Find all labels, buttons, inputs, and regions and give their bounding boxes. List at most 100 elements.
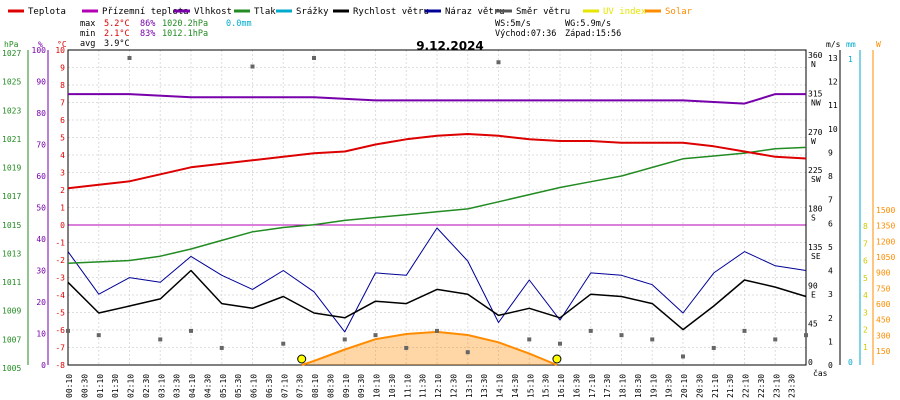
tick-label-x: 11:30 bbox=[419, 374, 428, 398]
tick-label-degc: -5 bbox=[55, 309, 65, 318]
series-wind-dir-point bbox=[527, 337, 532, 342]
tick-label-cardinal: E bbox=[811, 290, 816, 299]
tick-label-uv: 7 bbox=[863, 239, 868, 248]
legend-label: Přízemní teplota bbox=[102, 7, 189, 17]
tick-label-uv: 2 bbox=[863, 326, 868, 335]
tick-label-dir: 45 bbox=[808, 320, 818, 329]
tick-label-w: 450 bbox=[876, 316, 891, 325]
tick-label-ms: 13 bbox=[828, 54, 838, 63]
tick-label-hpa: 1007 bbox=[2, 335, 21, 344]
tick-label-x: 06:10 bbox=[250, 374, 259, 398]
tick-label-degc: 3 bbox=[60, 169, 65, 178]
stat-max-rain: 0.0mm bbox=[226, 19, 252, 29]
tick-label-degc: -3 bbox=[55, 274, 65, 283]
tick-label-uv: 1 bbox=[863, 343, 868, 352]
tick-label-x: 06:30 bbox=[265, 374, 274, 398]
tick-label-x: 10:30 bbox=[388, 374, 397, 398]
stat-sunset: Západ:15:56 bbox=[565, 29, 621, 39]
tick-label-dir: 90 bbox=[808, 281, 818, 290]
tick-label-ms: 5 bbox=[828, 243, 833, 252]
tick-label-x: 17:30 bbox=[603, 374, 612, 398]
tick-label-x: 03:30 bbox=[173, 374, 182, 398]
tick-label-ms: 3 bbox=[828, 290, 833, 299]
tick-label-w: 1050 bbox=[876, 253, 895, 262]
tick-label-ms: 7 bbox=[828, 196, 833, 205]
series-wind-dir-point bbox=[558, 341, 562, 346]
tick-label-cardinal: NW bbox=[811, 98, 821, 107]
series-wind-dir-point bbox=[96, 333, 101, 338]
tick-label-x: 00:10 bbox=[65, 374, 74, 398]
tick-label-w: 1200 bbox=[876, 237, 895, 246]
tick-label-degc: -4 bbox=[55, 291, 65, 300]
tick-label-pct: 0 bbox=[41, 361, 46, 370]
tick-label-x: 11:10 bbox=[403, 374, 412, 398]
tick-label-uv: 4 bbox=[863, 291, 868, 300]
tick-label-degc: 10 bbox=[55, 46, 65, 55]
tick-label-pct: 40 bbox=[36, 235, 46, 244]
series-wind-dir-point bbox=[465, 350, 470, 355]
legend-item: Rychlost větru bbox=[333, 7, 429, 17]
stat-min-temp: 2.1°C bbox=[104, 29, 130, 39]
tick-label-x: 02:10 bbox=[127, 374, 136, 398]
tick-label-dir: 225 bbox=[808, 166, 823, 175]
tick-label-x: 16:30 bbox=[572, 374, 581, 398]
series-wind-dir-point bbox=[312, 56, 316, 60]
tick-label-ms: 8 bbox=[828, 172, 833, 181]
tick-label-ms: 2 bbox=[828, 314, 833, 323]
tick-label-pct: 50 bbox=[36, 204, 46, 213]
tick-label-hpa: 1013 bbox=[2, 249, 21, 258]
stat-wg: WG:5.9m/s bbox=[565, 19, 611, 29]
tick-label-x: 02:30 bbox=[142, 374, 151, 398]
stat-avg-label: avg bbox=[80, 39, 95, 49]
tick-label-ms: 4 bbox=[828, 267, 833, 276]
tick-label-x: 04:10 bbox=[188, 374, 197, 398]
series-pressure-line bbox=[67, 146, 807, 265]
tick-label-degc: 0 bbox=[60, 221, 65, 230]
tick-label-w: 600 bbox=[876, 300, 891, 309]
tick-label-x: 03:10 bbox=[157, 374, 166, 398]
stat-max-press: 1020.2hPa bbox=[162, 19, 208, 29]
tick-label-pct: 30 bbox=[36, 267, 46, 276]
tick-label-uv: 6 bbox=[863, 257, 868, 266]
legend-label: Rychlost větru bbox=[353, 7, 429, 17]
legend-item: UV index bbox=[583, 7, 647, 17]
tick-label-x: 07:10 bbox=[280, 374, 289, 398]
tick-label-dir: 360 bbox=[808, 51, 823, 60]
legend-label: UV index bbox=[603, 7, 647, 17]
series-wind-dir-point bbox=[158, 337, 163, 342]
series-wind-line bbox=[67, 269, 807, 331]
legend-label: Náraz větru bbox=[445, 7, 505, 17]
tick-label-x: 21:30 bbox=[726, 374, 735, 398]
legend-item: Teplota bbox=[8, 7, 66, 17]
legend-item: Vlhkost bbox=[174, 7, 232, 17]
legend-item: Přízemní teplota bbox=[82, 7, 189, 17]
tick-label-x: 20:10 bbox=[680, 374, 689, 398]
series-wind-dir-point bbox=[435, 328, 439, 333]
tick-label-x: 04:30 bbox=[203, 374, 212, 398]
tick-label-x: 07:30 bbox=[296, 374, 305, 398]
stat-min-press: 1012.1hPa bbox=[162, 29, 208, 39]
tick-label-x: 19:10 bbox=[649, 374, 658, 398]
sun-marker bbox=[297, 354, 307, 364]
tick-label-x: 22:30 bbox=[757, 374, 766, 398]
sun-marker bbox=[552, 354, 562, 364]
series-wind-dir-point bbox=[189, 328, 193, 333]
tick-label-w: 900 bbox=[876, 269, 891, 278]
legend-item: Solar bbox=[645, 7, 693, 17]
series-wind-dir-point bbox=[404, 345, 409, 350]
tick-label-degc: 6 bbox=[60, 116, 65, 125]
tick-label-degc: 2 bbox=[60, 186, 65, 195]
tick-label-ms: 1 bbox=[828, 337, 833, 346]
tick-label-x: 00:30 bbox=[80, 374, 89, 398]
stat-min-label: min bbox=[80, 29, 95, 39]
tick-label-dir: 180 bbox=[808, 205, 823, 214]
legend-label: Směr větru bbox=[516, 7, 570, 17]
tick-label-hpa: 1019 bbox=[2, 164, 21, 173]
tick-label-hpa: 1025 bbox=[2, 78, 21, 87]
tick-label-cardinal: S bbox=[811, 214, 816, 223]
legend-item: Náraz větru bbox=[425, 7, 505, 17]
tick-label-ms: 6 bbox=[828, 219, 833, 228]
tick-label-degc: 4 bbox=[60, 151, 65, 160]
tick-label-degc: -2 bbox=[55, 256, 65, 265]
